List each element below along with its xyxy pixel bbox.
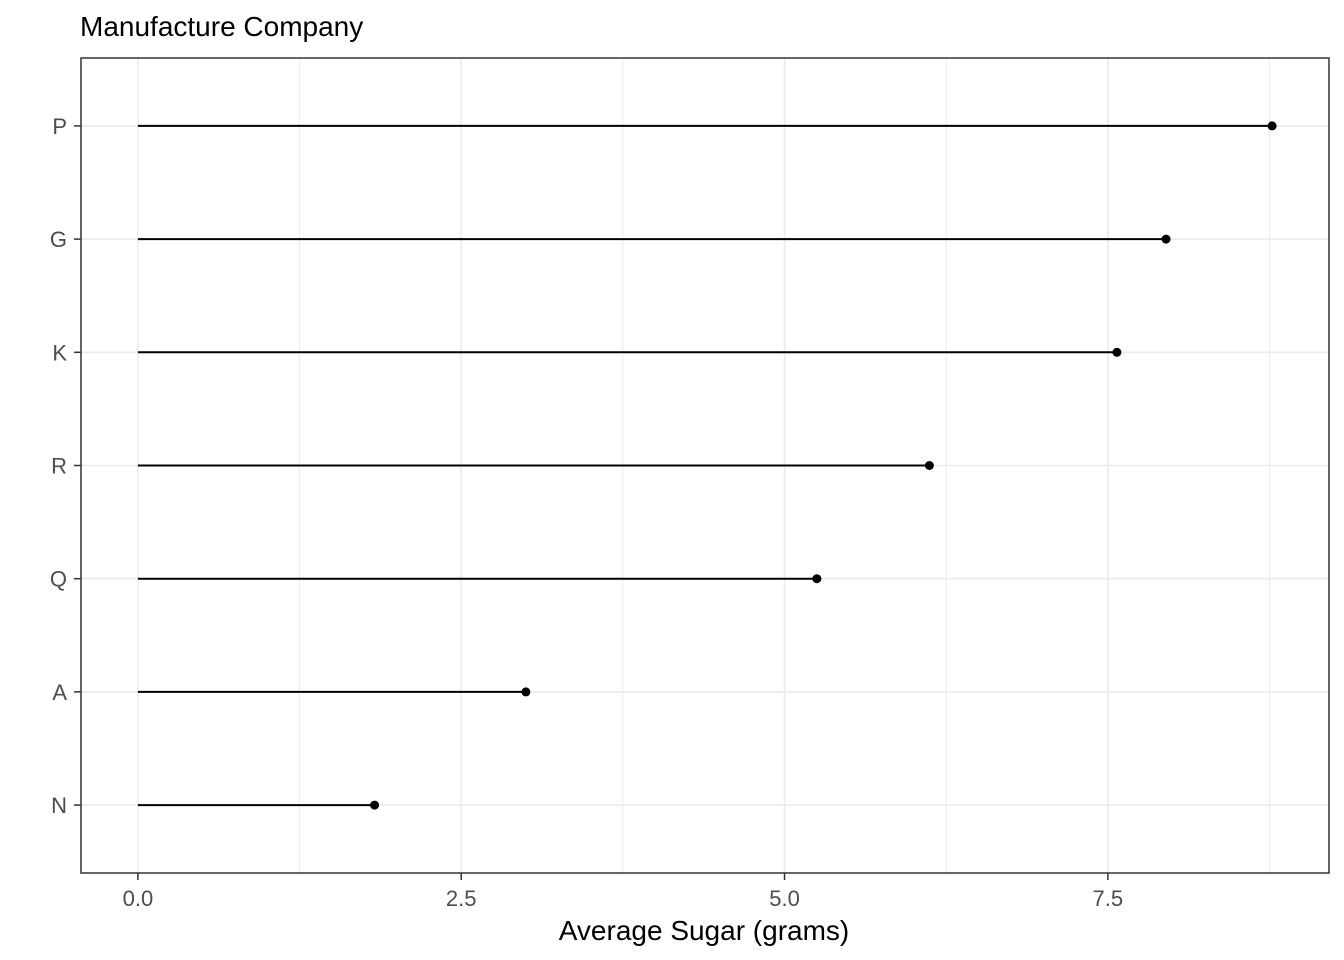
lollipop-dot-P	[1267, 121, 1277, 131]
chart-marks	[137, 121, 1277, 810]
y-tick-label-Q: Q	[50, 567, 67, 592]
lollipop-dot-R	[924, 461, 934, 470]
y-tick-label-K: K	[52, 340, 67, 365]
x-tick-label: 0.0	[123, 886, 154, 911]
y-tick-label-A: A	[52, 680, 67, 705]
axes: P G K R Q A N 0.0 2.5 5.0 7.5	[50, 114, 1123, 911]
x-tick-label: 2.5	[446, 886, 477, 911]
x-tick-label: 7.5	[1093, 886, 1124, 911]
x-axis-title: Average Sugar (grams)	[559, 915, 850, 946]
y-tick-label-G: G	[50, 227, 67, 252]
lollipop-dot-K	[1112, 347, 1122, 357]
lollipop-dot-Q	[812, 574, 822, 584]
chart-title: Manufacture Company	[80, 11, 363, 42]
y-tick-label-P: P	[52, 114, 67, 139]
lollipop-dot-A	[521, 687, 531, 697]
y-tick-label-R: R	[51, 454, 67, 479]
lollipop-dot-N	[370, 800, 380, 810]
y-tick-label-N: N	[51, 793, 67, 818]
lollipop-dot-G	[1161, 234, 1171, 244]
x-tick-label: 5.0	[769, 886, 800, 911]
